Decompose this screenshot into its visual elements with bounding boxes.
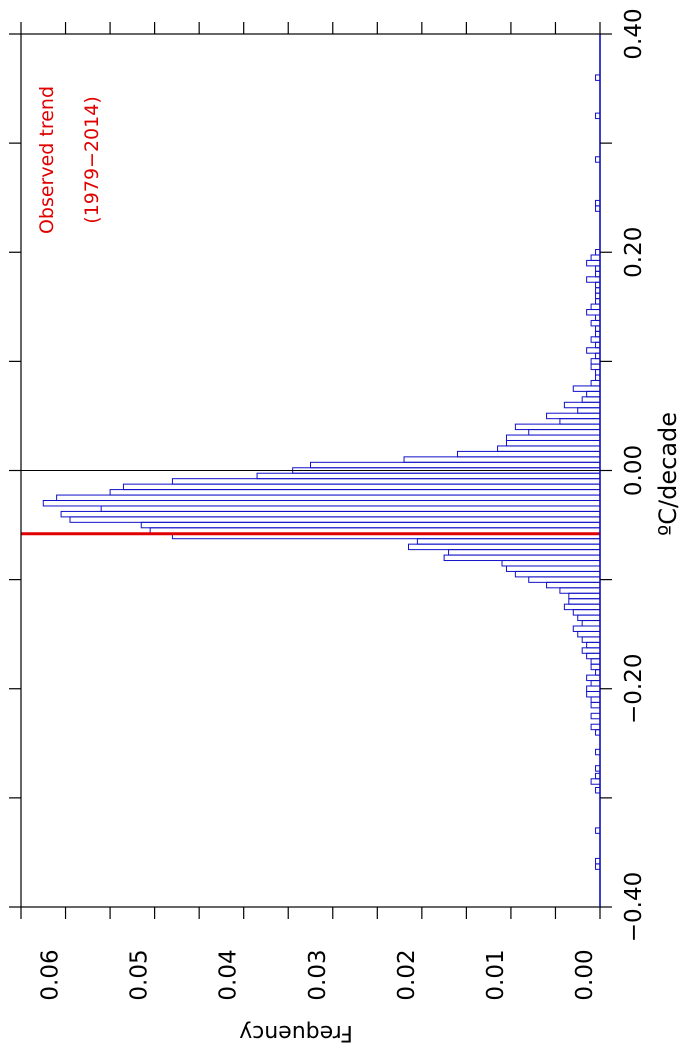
- plot-area: [21, 74, 601, 870]
- histogram-bar: [568, 598, 601, 605]
- histogram-bar: [443, 554, 601, 562]
- histogram-bar: [586, 276, 601, 283]
- y-tick-label: 0.02: [394, 949, 420, 1000]
- histogram-bar: [563, 401, 601, 409]
- histogram-bar: [559, 587, 601, 594]
- histogram-bar: [581, 647, 601, 654]
- histogram-bar: [586, 690, 601, 698]
- histogram-bar: [581, 636, 601, 643]
- histogram-bar: [140, 521, 601, 529]
- histogram-bar: [590, 663, 601, 671]
- y-tick-label: 0.01: [483, 949, 509, 1000]
- histogram-bar: [559, 418, 601, 425]
- histogram-bar: [581, 620, 601, 627]
- histogram-bar: [310, 461, 601, 469]
- histogram-bar: [590, 379, 601, 387]
- histogram-bar: [56, 494, 601, 502]
- histogram-bar: [171, 478, 601, 485]
- histogram-bar: [586, 674, 601, 682]
- observed-trend-label-line2: (1979−2014): [81, 96, 103, 223]
- histogram-bar: [528, 429, 601, 436]
- histogram-bar: [42, 500, 601, 507]
- y-tick-label: 0.03: [305, 949, 331, 1000]
- histogram-bar: [568, 592, 601, 600]
- histogram-bar: [256, 472, 601, 480]
- histogram-bar: [577, 630, 601, 638]
- histogram-bar: [590, 696, 601, 703]
- histogram-bar: [100, 505, 601, 512]
- x-tick-label: 0.20: [621, 227, 647, 278]
- histogram-bar: [501, 560, 601, 567]
- x-axis-label: ºC/decade: [654, 412, 682, 536]
- histogram-bar: [590, 358, 601, 365]
- histogram-bar: [563, 603, 601, 611]
- histogram-bar: [546, 581, 601, 589]
- histogram-bar: [590, 680, 601, 687]
- histogram-bar: [497, 445, 601, 452]
- observed-trend-label-line1: Observed trend: [36, 86, 58, 234]
- histogram-bar: [514, 570, 601, 578]
- histogram-bar: [109, 489, 601, 496]
- x-tick-label: −0.40: [621, 872, 647, 942]
- y-tick-label: 0.05: [127, 949, 153, 1000]
- histogram-bar: [505, 434, 601, 441]
- x-tick-label: −0.20: [621, 654, 647, 724]
- histogram-bar: [586, 259, 601, 267]
- axes: −0.40 −0.20 0.00 0.20 0.40 0.00 0.01 0.02 0.03 0.…: [9, 8, 647, 1001]
- histogram-bar: [69, 516, 601, 523]
- histogram-bar: [586, 641, 601, 649]
- histogram-bar: [572, 385, 601, 392]
- histogram-bar: [122, 483, 601, 491]
- histogram-bar: [590, 254, 601, 261]
- histogram-bar: [505, 439, 601, 447]
- histogram-bar: [586, 390, 601, 398]
- histogram-bar: [581, 396, 601, 403]
- histogram-bar: [456, 450, 601, 458]
- histogram-bar: [590, 778, 601, 785]
- y-tick-label: 0.06: [38, 949, 64, 1000]
- histogram-bar: [407, 543, 601, 551]
- histogram-bar: [586, 652, 601, 660]
- histogram-bar: [60, 510, 601, 518]
- histogram-bar: [586, 347, 601, 354]
- histogram-bar: [572, 609, 601, 616]
- histogram-bar: [416, 538, 601, 545]
- histogram-bar: [590, 336, 601, 343]
- histogram-bar: [505, 565, 601, 572]
- histogram-bar: [590, 319, 601, 327]
- histogram-bar: [546, 412, 601, 420]
- histogram-bar: [590, 303, 601, 311]
- histogram-bar: [528, 576, 601, 583]
- y-tick-label: 0.04: [216, 949, 242, 1000]
- chart-labels: ºC/decade Frequency Observed trend (1979…: [36, 86, 682, 1045]
- histogram-bar: [577, 407, 601, 414]
- histogram-bar: [403, 456, 601, 463]
- histogram-bar: [590, 712, 601, 720]
- histogram-bar: [586, 309, 601, 316]
- histogram-bar: [590, 363, 601, 371]
- x-tick-label: 0.00: [621, 445, 647, 496]
- histogram-bar: [586, 685, 601, 692]
- histogram-bar: [572, 625, 601, 632]
- histogram-bar: [514, 423, 601, 431]
- y-tick-label: 0.00: [572, 949, 598, 1000]
- y-axis-label: Frequency: [239, 1020, 353, 1045]
- histogram-bar: [590, 701, 601, 709]
- x-tick-label: 0.40: [621, 8, 647, 59]
- histogram-bar: [590, 723, 601, 731]
- histogram-bar: [590, 658, 601, 665]
- histogram-bar: [448, 549, 601, 556]
- histogram-bar: [577, 614, 601, 622]
